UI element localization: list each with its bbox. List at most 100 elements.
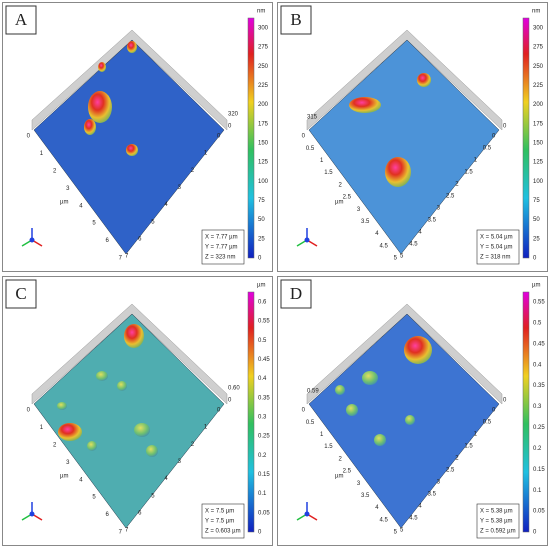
colorbar (247, 17, 255, 259)
edge-tick-label: 0 (492, 134, 496, 140)
z-axis-label: 0.59 (307, 389, 319, 395)
edge-tick-label: 1.5 (464, 444, 473, 450)
colorbar-unit: nm (257, 9, 265, 15)
colorbar-tick-label: 75 (258, 198, 265, 204)
edge-tick-label: 2 (191, 168, 195, 174)
feature (124, 324, 144, 348)
colorbar-tick-label: 0.05 (258, 510, 270, 516)
colorbar-tick-label: 0.35 (533, 383, 545, 389)
colorbar-tick-label: 0.3 (258, 415, 267, 421)
colorbar-tick-label: 0 (258, 256, 262, 262)
edge-tick-label: 4 (164, 202, 168, 208)
colorbar-unit: µm (257, 283, 265, 289)
edge-tick-label: 6 (138, 510, 142, 516)
triad-center (304, 237, 310, 243)
colorbar-tick-label: 75 (533, 198, 540, 204)
edge-tick-label: 2 (53, 442, 57, 448)
edge-tick-label: 4 (418, 230, 422, 236)
edge-tick-label: 1 (320, 158, 324, 164)
feature (58, 423, 82, 441)
colorbar-tick-label: 0.2 (533, 446, 542, 452)
edge-tick-label: 5 (400, 254, 404, 260)
colorbar-tick-label: 50 (258, 217, 265, 223)
edge-tick-label: 6 (106, 512, 110, 518)
colorbar-tick-label: 0.45 (533, 341, 545, 347)
dims-text: Z = 0.603 µm (205, 529, 241, 535)
colorbar-tick-label: 50 (533, 217, 540, 223)
z-axis-zero: 0 (503, 398, 507, 404)
z-axis-label: 0.60 (228, 386, 240, 392)
feature (417, 73, 431, 87)
edge-tick-label: 7 (125, 254, 129, 260)
edge-tick-label: 1.5 (324, 444, 333, 450)
z-axis-zero: 0 (503, 124, 507, 130)
colorbar-tick-label: 300 (533, 26, 544, 32)
edge-tick-label: 0.5 (306, 420, 315, 426)
edge-tick-label: 6 (138, 236, 142, 242)
dims-text: Z = 323 nm (205, 255, 236, 261)
edge-tick-label: 4 (375, 231, 379, 237)
dims-text: X = 7.5 µm (205, 509, 234, 515)
colorbar-tick-label: 0.55 (258, 319, 270, 325)
colorbar-tick-label: 200 (258, 102, 269, 108)
edge-tick-label: 7 (119, 256, 123, 262)
edge-tick-label: 4.5 (379, 517, 388, 523)
colorbar-unit: nm (532, 9, 540, 15)
edge-unit: µm (60, 474, 68, 480)
colorbar (522, 17, 530, 259)
dims-text: Z = 0.592 µm (480, 529, 516, 535)
edge-tick-label: 5 (92, 221, 96, 227)
colorbar-tick-label: 0.6 (258, 300, 267, 306)
colorbar-tick-label: 0.15 (533, 467, 545, 473)
edge-tick-label: 5 (394, 530, 398, 536)
dims-box (201, 229, 245, 265)
feature (98, 62, 106, 72)
edge-tick-label: 4.5 (409, 242, 418, 248)
colorbar-tick-label: 175 (258, 121, 269, 127)
colorbar-tick-label: 250 (533, 64, 544, 70)
feature (127, 41, 137, 53)
panel-label: A (15, 10, 28, 29)
feature (405, 415, 415, 425)
dims-text: Y = 7.5 µm (205, 519, 234, 525)
edge-tick-label: 3 (357, 481, 361, 487)
edge-tick-label: 3 (357, 207, 361, 213)
colorbar-tick-label: 0.35 (258, 395, 270, 401)
edge-tick-label: 1 (320, 432, 324, 438)
edge-tick-label: 3 (66, 460, 70, 466)
feature (335, 385, 345, 395)
z-axis-label: 315 (307, 115, 318, 121)
edge-tick-label: 1.5 (324, 170, 333, 176)
edge-tick-label: 3 (178, 459, 182, 465)
edge-tick-label: 1 (204, 425, 208, 431)
colorbar-tick-label: 300 (258, 26, 269, 32)
edge-unit: µm (60, 200, 68, 206)
edge-tick-label: 2.5 (343, 195, 352, 201)
colorbar-tick-label: 125 (533, 160, 544, 166)
colorbar-tick-label: 0.25 (258, 434, 270, 440)
colorbar-tick-label: 0.1 (533, 488, 542, 494)
colorbar-tick-label: 0.5 (258, 338, 267, 344)
edge-tick-label: 5 (92, 495, 96, 501)
dims-box (476, 229, 520, 265)
edge-tick-label: 4 (418, 504, 422, 510)
edge-tick-label: 3 (66, 186, 70, 192)
edge-tick-label: 6 (106, 238, 110, 244)
edge-tick-label: 0 (302, 134, 306, 140)
edge-tick-label: 0 (217, 408, 221, 414)
z-axis-label: 320 (228, 112, 239, 118)
edge-tick-label: 2.5 (343, 469, 352, 475)
edge-tick-label: 3.5 (361, 493, 370, 499)
colorbar-tick-label: 0.25 (533, 425, 545, 431)
dims-text: Y = 5.38 µm (480, 519, 513, 525)
edge-tick-label: 4 (164, 476, 168, 482)
label-box (5, 279, 37, 309)
colorbar (247, 291, 255, 533)
colorbar-tick-label: 175 (533, 121, 544, 127)
edge-tick-label: 1 (40, 151, 44, 157)
dims-text: Z = 318 nm (480, 255, 511, 261)
panel-label: C (15, 284, 26, 303)
edge-tick-label: 0 (217, 134, 221, 140)
edge-tick-label: 7 (119, 530, 123, 536)
